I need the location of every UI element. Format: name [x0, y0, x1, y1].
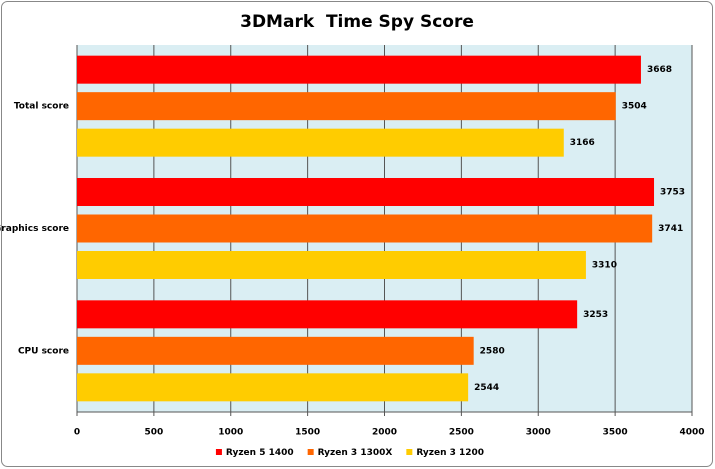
bar — [77, 373, 469, 402]
chart-title: 3DMark Time Spy Score — [240, 12, 474, 32]
data-label: 3668 — [647, 65, 672, 75]
y-tick-label: CPU score — [18, 346, 69, 356]
legend-label: Ryzen 3 1300X — [318, 448, 393, 458]
legend-swatch — [307, 449, 314, 455]
data-label: 2544 — [474, 383, 499, 393]
bar — [77, 214, 653, 243]
legend-label: Ryzen 3 1200 — [416, 448, 484, 458]
legend-label: Ryzen 5 1400 — [226, 448, 294, 458]
bar — [77, 336, 474, 365]
y-tick-label: Total score — [14, 102, 69, 112]
data-label: 3166 — [570, 138, 595, 148]
legend-swatch — [406, 449, 413, 455]
x-tick-label: 1500 — [295, 428, 320, 438]
data-label: 2580 — [480, 346, 505, 356]
bar — [77, 128, 564, 157]
bar — [77, 55, 641, 84]
x-tick-label: 1000 — [218, 428, 243, 438]
x-tick-label: 2000 — [372, 428, 397, 438]
bar — [77, 251, 586, 279]
x-tick-label: 3000 — [526, 428, 551, 438]
legend-swatch — [215, 449, 222, 455]
x-tick-label: 4000 — [679, 428, 704, 438]
data-label: 3310 — [592, 261, 617, 271]
x-tick-label: 0 — [74, 428, 80, 438]
data-label: 3253 — [583, 310, 608, 320]
x-tick-label: 500 — [144, 428, 163, 438]
bar — [77, 92, 616, 121]
data-label: 3753 — [660, 188, 685, 198]
x-tick-label: 3500 — [603, 428, 628, 438]
x-tick-label: 2500 — [449, 428, 474, 438]
y-tick-label: Graphics score — [0, 224, 69, 234]
bar — [77, 300, 578, 329]
data-label: 3741 — [658, 224, 683, 234]
data-label: 3504 — [622, 102, 647, 112]
bar — [77, 178, 655, 206]
